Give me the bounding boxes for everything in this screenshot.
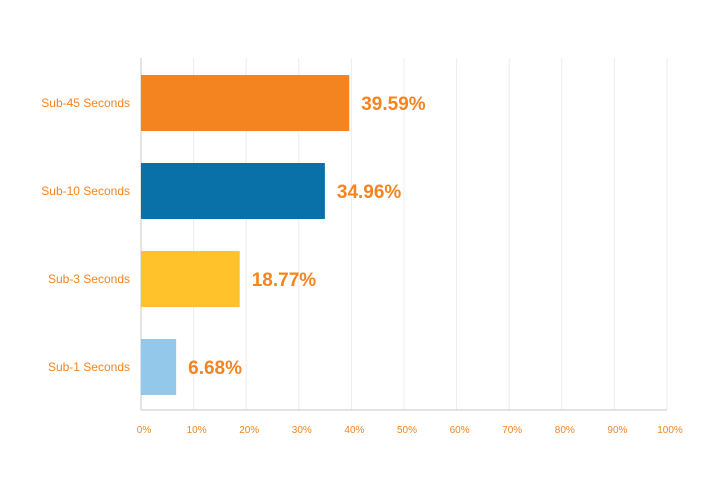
x-tick-label: 10% [187,425,207,436]
category-label: Sub-3 Seconds [48,272,130,286]
category-label: Sub-1 Seconds [48,360,130,374]
data-label: 39.59% [361,94,426,115]
bar [141,163,325,219]
category-label: Sub-45 Seconds [41,96,130,110]
x-tick-label: 70% [502,425,522,436]
x-tick-label: 50% [397,425,417,436]
data-label: 18.77% [252,270,317,291]
data-label: 34.96% [337,182,402,203]
x-tick-label: 100% [657,425,683,436]
category-label: Sub-10 Seconds [41,184,130,198]
x-tick-label: 20% [239,425,259,436]
x-tick-label: 80% [555,425,575,436]
x-tick-label: 30% [292,425,312,436]
bar [141,251,240,307]
x-tick-label: 90% [607,425,627,436]
bar [141,339,177,395]
bar [141,75,350,131]
x-tick-label: 40% [344,425,364,436]
data-label: 6.68% [188,358,242,379]
x-tick-label: 60% [450,425,470,436]
x-tick-label: 0% [137,425,152,436]
